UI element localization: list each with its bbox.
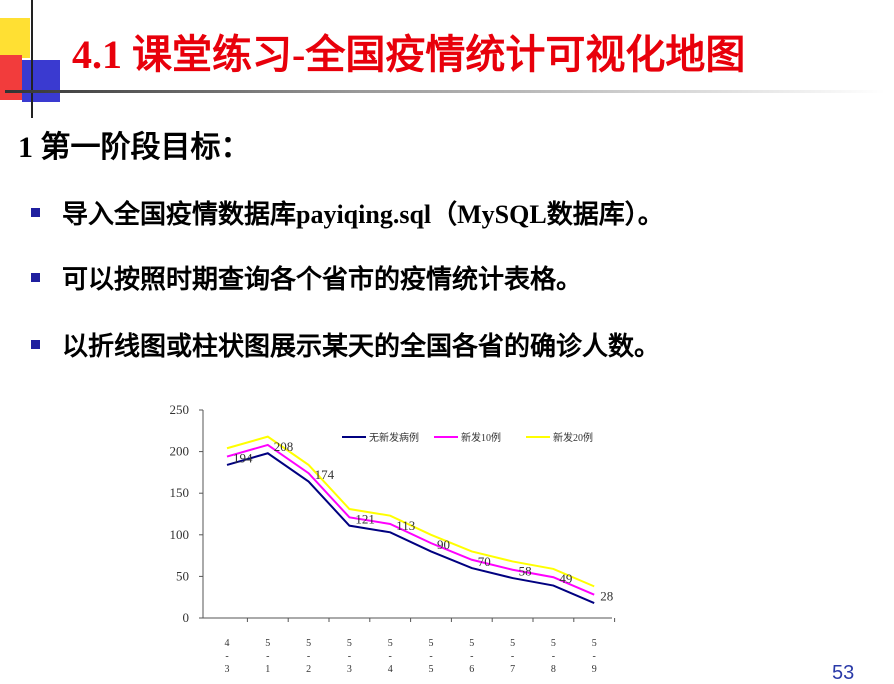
bullet-text: 以折线图或柱状图展示某天的全国各省的确诊人数。 (62, 332, 661, 361)
page-number: 53 (832, 662, 855, 684)
deco-vline (31, 0, 33, 118)
data-label: 90 (437, 537, 450, 552)
data-label: 28 (600, 589, 613, 604)
bullet-text: 导入全国疫情数据库payiqing.sql（MySQL数据库）。 (62, 200, 664, 229)
legend-label: 无新发病例 (369, 431, 419, 444)
data-label: 121 (355, 511, 375, 526)
x-tick-label: 5-8 (548, 638, 559, 677)
x-tick-label: 5-1 (262, 638, 273, 677)
y-tick-label: 100 (170, 527, 190, 542)
data-label: 49 (559, 571, 572, 586)
data-label: 70 (478, 554, 491, 569)
x-tick-label: 5-2 (303, 638, 314, 677)
deco-blue (22, 60, 60, 102)
x-tick-label: 5-3 (344, 638, 355, 677)
x-tick-label: 5-7 (507, 638, 518, 677)
y-tick-label: 250 (170, 402, 190, 417)
deco-yellow (0, 18, 30, 58)
data-label: 194 (233, 451, 253, 466)
x-tick-label: 5-9 (589, 638, 600, 677)
bullet-marker (31, 208, 40, 217)
bullet-text: 可以按照时期查询各个省市的疫情统计表格。 (62, 265, 583, 294)
y-tick-label: 0 (183, 610, 190, 625)
data-label: 208 (274, 439, 294, 454)
y-tick-label: 150 (170, 485, 190, 500)
legend-label: 新发10例 (461, 431, 501, 444)
legend-label: 新发20例 (553, 431, 593, 444)
y-tick-label: 200 (170, 444, 190, 459)
data-label: 174 (315, 467, 335, 482)
bullet-marker (31, 273, 40, 282)
x-tick-label: 5-5 (426, 638, 437, 677)
deco-red (0, 55, 22, 100)
x-tick-label: 5-6 (466, 638, 477, 677)
heading: 1 第一阶段目标： (18, 131, 251, 164)
data-label: 113 (396, 518, 415, 533)
series-line (226, 435, 595, 588)
x-tick-label: 4-3 (222, 638, 233, 677)
deco-hline (5, 90, 885, 93)
series-line (226, 452, 595, 604)
y-tick-label: 50 (176, 568, 189, 583)
series-line (226, 443, 595, 596)
data-label: 58 (519, 564, 532, 579)
bullet-marker (31, 340, 40, 349)
x-tick-label: 5-4 (385, 638, 396, 677)
slide-title: 4.1 课堂练习-全国疫情统计可视化地图 (72, 32, 746, 77)
